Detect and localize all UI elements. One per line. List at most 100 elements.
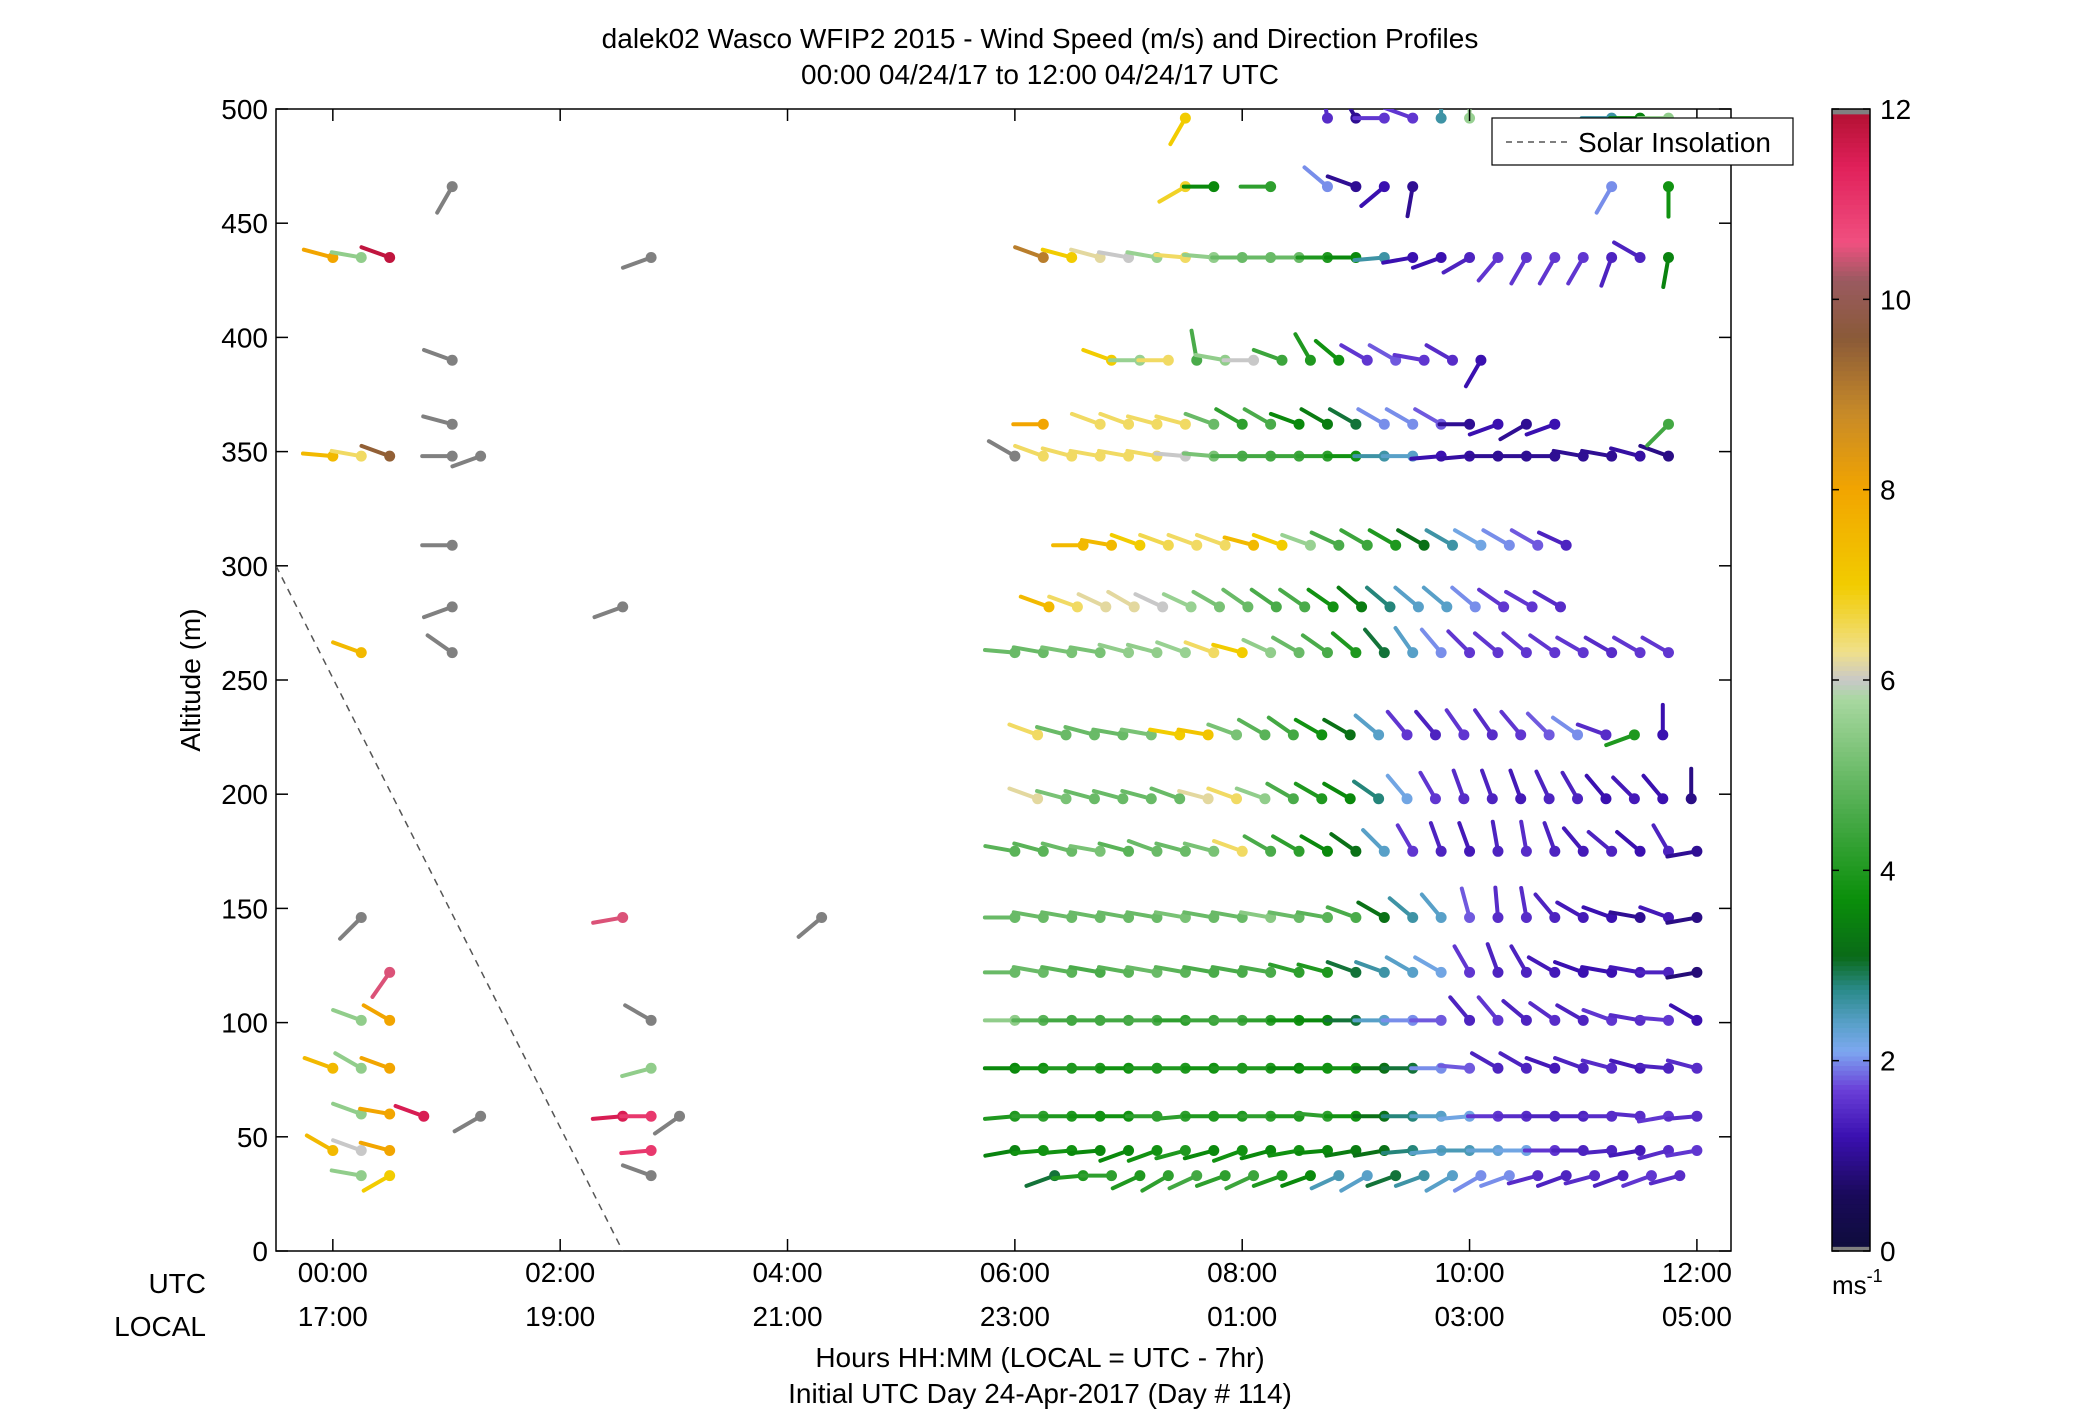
colorbar-segment [1832,660,1870,667]
colorbar-segment [1832,251,1870,258]
wind-barb [1612,635,1646,659]
wind-barb-dot [1662,181,1674,193]
wind-barb [1384,955,1419,978]
wind-barb-dot [1321,966,1333,978]
wind-barb-dot [1174,793,1186,805]
wind-barb-dot [1606,647,1618,659]
wind-barb [422,601,458,620]
wind-barb-dot [1447,354,1459,366]
colorbar-segment [1832,722,1870,729]
wind-barb-dot [1407,418,1419,430]
wind-barb-dot [1401,793,1413,805]
wind-barb-dot [1270,601,1282,613]
wind-barb [1528,633,1561,659]
colorbar-segment [1832,147,1870,153]
wind-barb [1385,773,1413,805]
colorbar-segment [1832,118,1870,124]
wind-barb [1448,995,1476,1026]
colorbar-segment [1832,832,1870,838]
wind-barb [1091,789,1129,805]
wind-barb-dot [1293,647,1305,659]
wind-barb [1268,411,1305,430]
wind-barb-dot [1549,251,1561,263]
wind-barb [450,450,487,469]
wind-barb-dot [1287,729,1299,741]
colorbar-segment [1832,561,1870,567]
wind-barb [1309,530,1345,551]
wind-barb-dot [1378,845,1390,857]
colorbar-segment [1832,713,1870,719]
colorbar-segment [1832,223,1870,229]
wind-barb-dot [1492,966,1504,978]
wind-barb [1325,905,1362,924]
colorbar-segment [1832,860,1870,867]
wind-barb [1396,528,1430,551]
colorbar-segment [1832,170,1870,177]
wind-barb [1459,886,1476,924]
wind-barb [1435,109,1447,124]
wind-barb-dot [1145,793,1157,805]
colorbar-segment [1832,442,1870,448]
wind-barb [1352,112,1390,124]
wind-barb-dot [1162,354,1174,366]
wind-barb-dot [1094,845,1106,857]
wind-barb-dot [1105,539,1117,551]
wind-barb [1519,819,1532,857]
wind-barb-dot [1037,251,1049,263]
colorbar-segment [1832,1036,1870,1043]
wind-barb-dot [1373,793,1385,805]
colorbar-tick-label: 4 [1880,855,1896,886]
colorbar-segment [1832,1203,1870,1209]
wind-barb-dot [1123,418,1135,430]
colorbar-segment [1832,1051,1870,1057]
wind-barb-dot [1634,647,1646,659]
colorbar-segment [1832,622,1870,629]
wind-barb-dot [1492,1062,1504,1074]
colorbar-segment [1832,989,1870,995]
wind-barb-dot [1037,450,1049,462]
wind-barb [1177,789,1214,805]
colorbar-tick-label: 8 [1880,475,1896,506]
wind-barb-dot [1469,601,1481,613]
colorbar-segment [1832,613,1870,619]
wind-barb-dot [1475,539,1487,551]
wind-barb [796,912,828,939]
wind-barb-dot [384,1108,396,1120]
wind-barb [1110,1170,1146,1191]
colorbar-segment [1832,946,1870,952]
wind-barb [1641,773,1669,805]
colorbar-segment [1832,1098,1870,1105]
wind-barb-dot [1384,601,1396,613]
colorbar-segment [1832,218,1870,224]
wind-barb [1560,770,1584,805]
wind-barb-dot [1350,647,1362,659]
colorbar-segment [1832,680,1870,686]
wind-barb [1161,592,1197,613]
wind-barb [1035,789,1072,805]
wind-barb-dot [1037,845,1049,857]
wind-barb-dot [1532,539,1544,551]
wind-barb [1280,532,1316,551]
wind-barb-dot [1577,647,1589,659]
wind-barb-dot [1259,793,1271,805]
wind-barb [1011,418,1049,430]
wind-barb [1661,251,1674,290]
wind-barb-dot [1293,966,1305,978]
colorbar-segment [1832,1222,1870,1228]
wind-barb-dot [1429,729,1441,741]
colorbar-segment [1832,1155,1870,1162]
x-tick-label-utc: 02:00 [525,1257,595,1288]
wind-barb-dot [446,601,458,613]
wind-barb [620,251,657,270]
wind-barb-dot [1520,1062,1532,1074]
wind-barb-dot [1378,418,1390,430]
wind-barb [1506,1170,1544,1186]
colorbar-segment [1832,908,1870,914]
wind-barb-dot [355,450,367,462]
wind-barb [1665,966,1703,980]
wind-barb [1249,587,1282,613]
colorbar-segment [1832,979,1870,986]
wind-barb [361,1003,396,1026]
wind-barb-dot [1248,1170,1260,1182]
wind-barb-dot [1691,1014,1703,1026]
